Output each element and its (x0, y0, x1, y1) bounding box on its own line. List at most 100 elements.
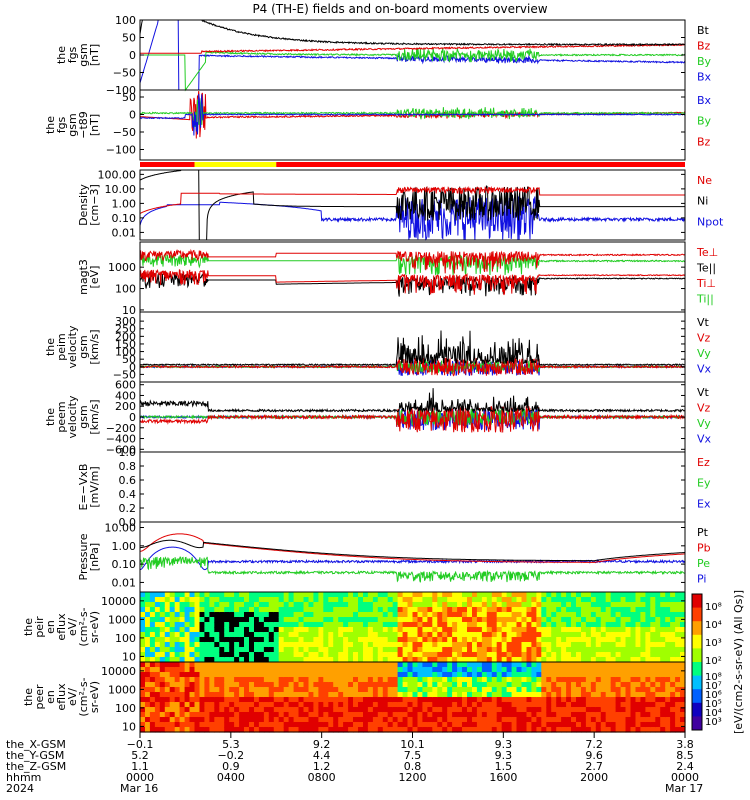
heatmap-cell (199, 667, 206, 673)
heatmap-cell (353, 592, 359, 598)
heatmap-cell (536, 707, 542, 713)
heatmap-cell (338, 642, 344, 648)
heatmap-cell (511, 722, 518, 728)
heatmap-cell (174, 662, 181, 668)
heatmap-cell (169, 692, 176, 698)
heatmap-cell (303, 602, 310, 608)
heatmap-cell (174, 607, 181, 613)
heatmap-cell (442, 717, 448, 723)
heatmap-cell (650, 647, 656, 653)
heatmap-cell (184, 602, 191, 608)
heatmap-cell (298, 677, 305, 683)
heatmap-cell (650, 697, 656, 703)
heatmap-cell (476, 722, 483, 728)
heatmap-cell (467, 682, 473, 688)
heatmap-cell (244, 662, 250, 668)
heatmap-cell (199, 712, 206, 718)
heatmap-cell (437, 717, 443, 723)
heatmap-cell (640, 627, 646, 633)
panel-peem_velocity: 6004002000−200−400−600thepeemvelocitygsm… (44, 379, 712, 457)
heatmap-cell (154, 702, 161, 708)
heatmap-cell (531, 712, 537, 718)
heatmap-cell (288, 692, 295, 698)
heatmap-cell (640, 707, 646, 713)
y-axis-label: the (44, 408, 57, 426)
heatmap-cell (536, 662, 542, 668)
heatmap-cell (561, 627, 567, 633)
heatmap-cell (581, 697, 587, 703)
heatmap-cell (318, 702, 324, 708)
heatmap-cell (645, 707, 651, 713)
heatmap-cell (585, 602, 592, 608)
heatmap-cell (432, 617, 438, 623)
heatmap-cell (214, 647, 220, 653)
heatmap-cell (422, 662, 428, 668)
colorbar-tick-label: 10⁸ (705, 672, 722, 683)
heatmap-cell (620, 617, 627, 623)
heatmap-cell (566, 687, 572, 693)
heatmap-cell (278, 602, 285, 608)
heatmap-cell (387, 597, 394, 603)
heatmap-cell (680, 672, 686, 678)
heatmap-cell (263, 657, 270, 663)
heatmap-cell (600, 707, 607, 713)
heatmap-cell (358, 597, 364, 603)
heatmap-cell (536, 592, 542, 598)
heatmap-cell (387, 612, 394, 618)
heatmap-cell (313, 622, 319, 628)
heatmap-cell (338, 727, 344, 733)
heatmap-cell (372, 637, 379, 643)
heatmap-cell (308, 672, 315, 678)
heatmap-cell (140, 632, 146, 638)
y-axis-label: the (44, 338, 57, 356)
heatmap-cell (457, 617, 463, 623)
heatmap-cell (521, 662, 528, 668)
heatmap-cell (298, 652, 305, 658)
heatmap-cell (457, 622, 463, 628)
heatmap-cell (214, 717, 220, 723)
heatmap-cell (219, 727, 225, 733)
x-row-value: 9.3 (495, 749, 513, 762)
heatmap-cell (313, 672, 319, 678)
heatmap-cell (159, 657, 166, 663)
heatmap-cell (382, 592, 389, 598)
heatmap-cell (318, 657, 324, 663)
heatmap-cell (313, 627, 319, 633)
heatmap-cell (229, 717, 235, 723)
heatmap-cell (531, 597, 537, 603)
heatmap-cell (412, 707, 419, 713)
heatmap-cell (472, 602, 478, 608)
heatmap-cell (258, 722, 265, 728)
y-tick-label: 100 (115, 632, 136, 645)
heatmap-cell (343, 717, 349, 723)
heatmap-cell (412, 622, 419, 628)
heatmap-cell (353, 597, 359, 603)
heatmap-cell (229, 642, 235, 648)
heatmap-cell (367, 632, 374, 638)
heatmap-cell (571, 692, 577, 698)
heatmap-cell (605, 642, 612, 648)
heatmap-cell (422, 722, 428, 728)
heatmap-cell (437, 722, 443, 728)
heatmap-cell (268, 662, 275, 668)
heatmap-cell (249, 602, 255, 608)
heatmap-cell (169, 632, 176, 638)
heatmap-cell (397, 617, 404, 623)
heatmap-cell (556, 647, 562, 653)
heatmap-cell (541, 687, 547, 693)
heatmap-cell (303, 672, 310, 678)
heatmap-cell (595, 672, 602, 678)
heatmap-cell (422, 642, 428, 648)
heatmap-cell (635, 702, 642, 708)
heatmap-cell (556, 662, 562, 668)
heatmap-cell (377, 617, 384, 623)
heatmap-cell (293, 652, 300, 658)
heatmap-cell (511, 662, 518, 668)
heatmap-cell (308, 667, 315, 673)
heatmap-cell (472, 692, 478, 698)
heatmap-cell (179, 612, 186, 618)
heatmap-cell (204, 627, 210, 633)
heatmap-cell (501, 627, 508, 633)
heatmap-cell (338, 612, 344, 618)
heatmap-cell (516, 632, 523, 638)
